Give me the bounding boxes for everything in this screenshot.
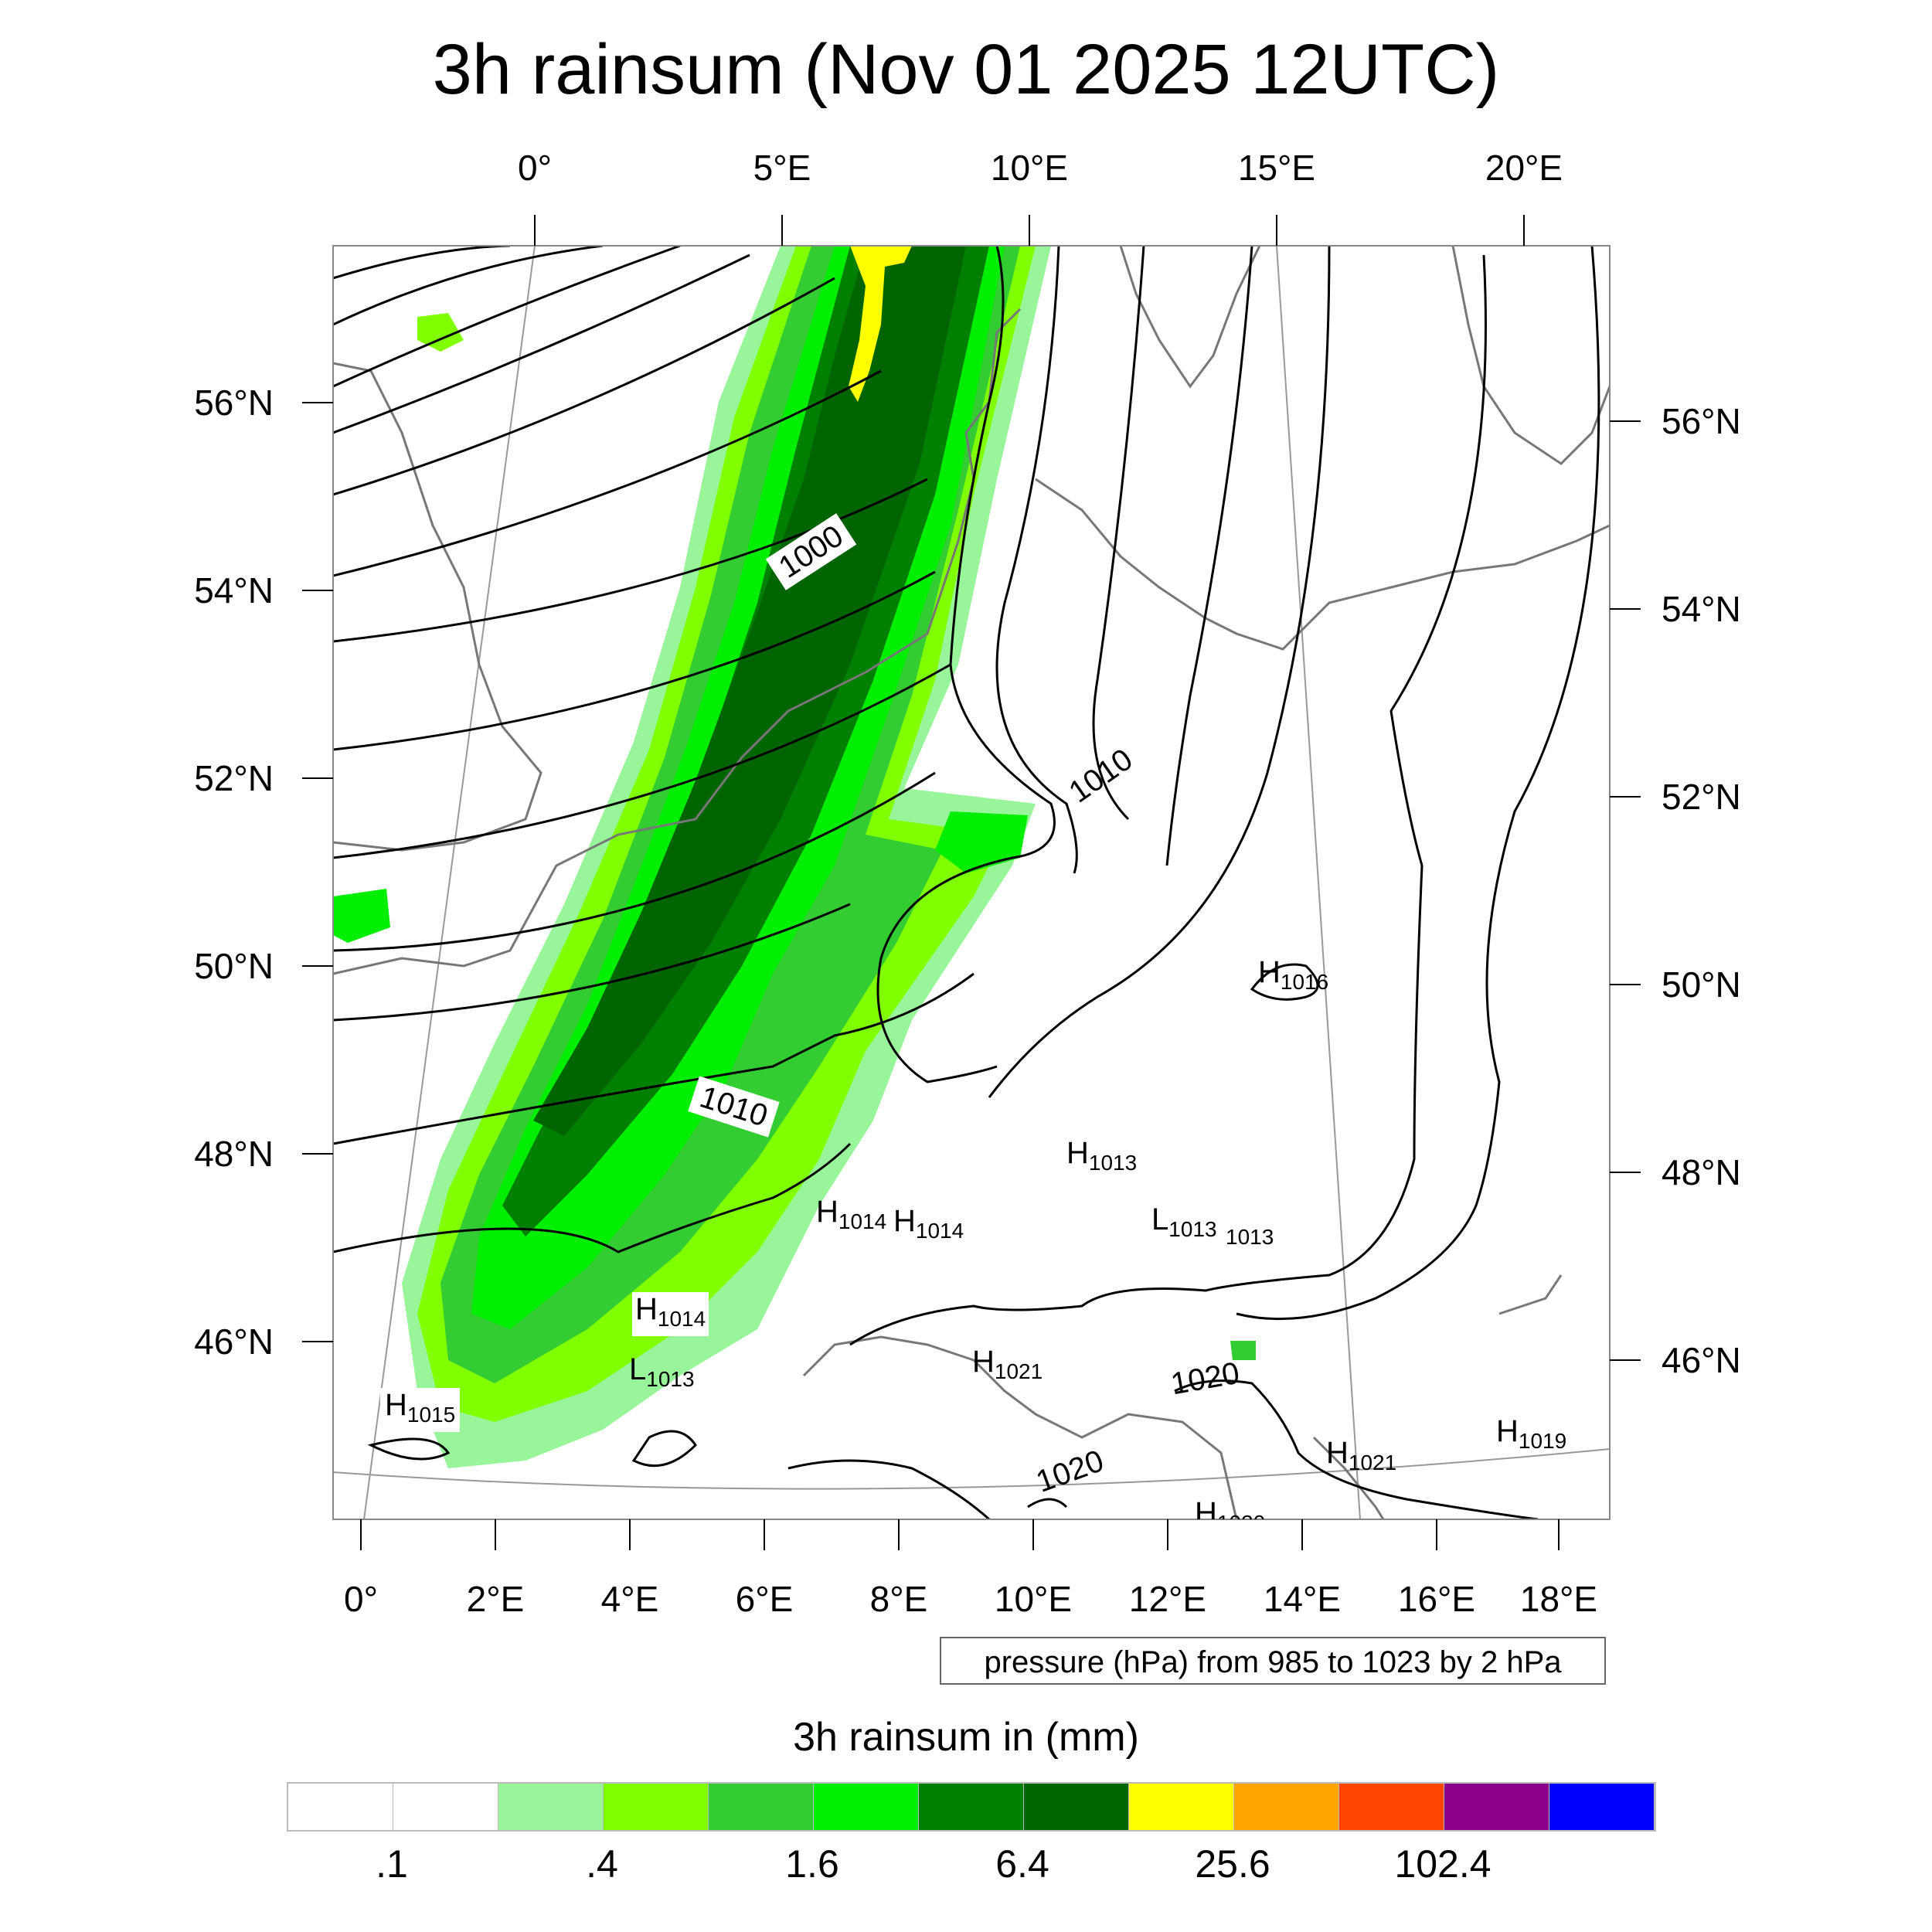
right-lat-label: 52°N xyxy=(1662,777,1741,817)
pressure-center-label: H1013 xyxy=(1066,1136,1138,1175)
pressure-center-label: H1016 xyxy=(1258,955,1329,994)
pressure-center-label: H1014 xyxy=(816,1195,887,1233)
coastlines xyxy=(333,246,1610,1519)
isobars xyxy=(333,246,1600,1519)
pressure-center-label: 1013 xyxy=(1226,1225,1274,1249)
colorbar-swatch xyxy=(919,1784,1024,1830)
top-lon-label: 0° xyxy=(518,148,552,188)
bottom-lon-label: 10°E xyxy=(994,1579,1073,1619)
colorbar-swatch xyxy=(1339,1784,1444,1830)
pressure-center-label: L1013 xyxy=(629,1352,695,1391)
top-lon-label: 10°E xyxy=(990,148,1069,188)
bottom-lon-label: 18°E xyxy=(1519,1579,1598,1619)
left-lat-label: 50°N xyxy=(194,946,274,986)
bottom-lon-label: 4°E xyxy=(600,1579,659,1619)
bottom-lon-label: 2°E xyxy=(466,1579,525,1619)
bottom-lon-label: 12°E xyxy=(1128,1579,1207,1619)
colorbar-swatch xyxy=(814,1784,919,1830)
colorbar-tick-label: 1.6 xyxy=(785,1842,839,1886)
pressure-center-label: H1021 xyxy=(1326,1436,1397,1475)
pressure-center-label: H1020 xyxy=(1195,1496,1265,1519)
right-lat-label: 50°N xyxy=(1662,964,1741,1005)
colorbar-tick-label: 25.6 xyxy=(1195,1842,1270,1886)
rainfall-field xyxy=(333,246,1256,1468)
pressure-center-label: H1015 xyxy=(380,1388,461,1432)
plot-area xyxy=(333,246,1610,1519)
right-lat-label: 54°N xyxy=(1662,589,1741,629)
colorbar-swatch xyxy=(1234,1784,1339,1830)
bottom-lon-label: 6°E xyxy=(735,1579,794,1619)
colorbar-swatch xyxy=(709,1784,814,1830)
pressure-center-label: H1021 xyxy=(972,1345,1043,1383)
pressure-center-label: H1019 xyxy=(1496,1414,1567,1453)
colorbar-tick-label: 6.4 xyxy=(995,1842,1049,1886)
colorbar-swatch xyxy=(1129,1784,1234,1830)
pressure-center-label: L1013 xyxy=(1151,1202,1217,1241)
left-lat-label: 54°N xyxy=(194,570,274,611)
bottom-lon-label: 8°E xyxy=(869,1579,928,1619)
right-lat-label: 56°N xyxy=(1662,401,1741,441)
rain-patch-uk xyxy=(417,313,464,352)
colorbar-swatch xyxy=(1549,1784,1655,1830)
pressure-center-label: H1014 xyxy=(632,1292,709,1336)
rain-band-dark xyxy=(533,246,966,1136)
colorbar-title: 3h rainsum in (mm) xyxy=(793,1715,1139,1760)
colorbar-swatch xyxy=(1024,1784,1129,1830)
rain-patch-east xyxy=(935,811,1028,873)
tick-marks xyxy=(302,215,1641,1550)
plot-frame xyxy=(332,245,1611,1520)
colorbar-swatch xyxy=(288,1784,393,1830)
colorbar-tick-label: .1 xyxy=(376,1842,408,1886)
bottom-lon-label: 0° xyxy=(344,1579,378,1619)
left-lat-label: 56°N xyxy=(194,383,274,423)
left-lat-label: 46°N xyxy=(194,1321,274,1362)
map-title: 3h rainsum (Nov 01 2025 12UTC) xyxy=(432,30,1500,109)
contour-info-label: pressure (hPa) from 985 to 1023 by 2 hPa xyxy=(940,1637,1606,1685)
rain-patch-corsica xyxy=(1230,1341,1256,1360)
left-lat-label: 48°N xyxy=(194,1134,274,1174)
colorbar-tick-label: .4 xyxy=(586,1842,618,1886)
colorbar-swatch xyxy=(604,1784,709,1830)
top-lon-label: 5°E xyxy=(753,148,811,188)
bottom-lon-label: 16°E xyxy=(1397,1579,1476,1619)
colorbar xyxy=(287,1782,1656,1832)
top-lon-label: 15°E xyxy=(1237,148,1316,188)
right-lat-label: 46°N xyxy=(1662,1340,1741,1380)
colorbar-tick-label: 102.4 xyxy=(1394,1842,1492,1886)
rain-core-yellow xyxy=(849,246,912,402)
right-lat-label: 48°N xyxy=(1662,1152,1741,1192)
rain-patch-west xyxy=(333,889,390,943)
top-lon-label: 20°E xyxy=(1485,148,1563,188)
left-lat-label: 52°N xyxy=(194,758,274,798)
colorbar-swatch xyxy=(1444,1784,1549,1830)
pressure-center-label: H1014 xyxy=(893,1204,964,1243)
colorbar-swatch xyxy=(498,1784,604,1830)
bottom-lon-label: 14°E xyxy=(1263,1579,1342,1619)
map-grid xyxy=(333,246,1610,1519)
colorbar-swatch xyxy=(393,1784,498,1830)
